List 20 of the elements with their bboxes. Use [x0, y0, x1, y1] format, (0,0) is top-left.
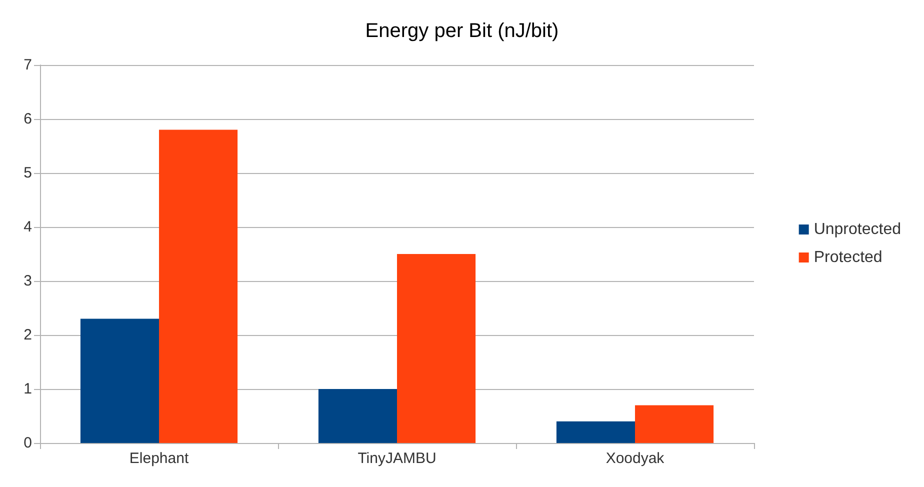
y-tick-label: 1	[24, 380, 32, 398]
legend-label: Protected	[814, 249, 882, 266]
bar	[635, 405, 714, 443]
bar	[318, 389, 397, 443]
legend-label: Unprotected	[814, 221, 902, 238]
bar	[159, 130, 238, 443]
y-tick-label: 0	[24, 434, 32, 452]
bar	[397, 254, 476, 443]
y-tick-label: 5	[24, 164, 32, 182]
x-tick-label: Elephant	[129, 450, 190, 467]
x-tick-label: TinyJAMBU	[358, 450, 436, 467]
bar	[80, 318, 159, 443]
bar	[556, 421, 635, 443]
y-tick-label: 6	[24, 110, 32, 128]
y-tick-label: 3	[24, 272, 32, 290]
y-tick-label: 4	[24, 218, 32, 236]
chart-title: Energy per Bit (nJ/bit)	[365, 20, 559, 42]
x-tick-label: Xoodyak	[606, 450, 665, 467]
y-tick-label: 7	[24, 56, 32, 74]
y-tick-label: 2	[24, 326, 32, 344]
